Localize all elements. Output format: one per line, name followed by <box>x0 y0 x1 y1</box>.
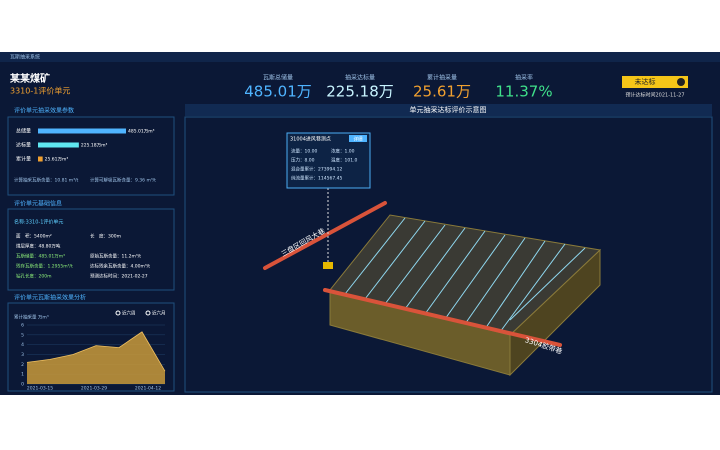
radio-label: 近六周 <box>122 310 136 317</box>
info-item: 钻孔长度：200m <box>16 273 51 280</box>
param-bars: 总储量 485.01万m³ 达标量 225.18万m³ 累计量 25.61万m³ <box>16 128 155 163</box>
kpi-value: 225.18万 <box>326 83 394 101</box>
kpi-value: 25.61万 <box>413 83 471 101</box>
kpi-value: 485.01万 <box>244 83 312 101</box>
bar-value: 485.01万m³ <box>128 129 155 135</box>
panels <box>7 116 713 393</box>
popup-field: 浓度：1.00 <box>331 148 355 155</box>
y-tick-label: 4 <box>21 342 24 348</box>
panel-title: 评价单元抽采效果参数 <box>14 107 74 115</box>
popup-fields: 流量：10.00 浓度：1.00 压力：8.00 温度：101.0 混合量累计：2739… <box>291 148 358 182</box>
unit-name: 3310-1评价单元 <box>10 86 70 96</box>
info-rows: 面 积：5400m² 长 度：300m 煤层厚度：48.80万吨瓦斯储量：485.0… <box>16 233 150 280</box>
y-tick-label: 3 <box>21 352 24 358</box>
scene <box>263 132 602 377</box>
panel-title: 评价单元瓦斯抽采效果分析 <box>14 294 86 302</box>
info-item: 长 度：300m <box>90 233 121 240</box>
kpi-label: 抽采达标量 <box>345 74 375 82</box>
bar-label: 累计量 <box>16 156 31 163</box>
param-footer: 计算抽采瓦斯含量：10.81 m³/t <box>14 177 79 184</box>
radio-label: 近六月 <box>152 310 166 317</box>
kpi-label: 抽采率 <box>515 74 533 82</box>
param-footer: 计算可解吸瓦斯含量：9.36 m³/t <box>90 177 156 184</box>
bar-label: 总储量 <box>16 128 31 135</box>
bar-value: 25.61万m³ <box>45 157 69 163</box>
status-text: 未达标 <box>635 77 656 86</box>
x-tick-label: 2021-03-15 <box>27 386 53 392</box>
bar <box>38 156 43 162</box>
line <box>26 331 166 372</box>
popup-field: 纯流量累计：114567.45 <box>291 175 342 182</box>
status-icon <box>677 78 685 86</box>
y-axis-label: 累计抽采量 万m³ <box>14 314 49 321</box>
app-bg <box>0 52 720 395</box>
info-item: 面 积：5400m² <box>16 233 52 240</box>
trend-chart: 累计抽采量 万m³ 近六周 近六月 0 1 2 3 4 5 6 2021-03-15 2021-03-… <box>14 310 166 392</box>
scene-title: 单元抽采达标评价示意图 <box>410 105 487 114</box>
bar-value: 225.18万m³ <box>81 143 108 149</box>
y-tick-label: 1 <box>21 372 24 378</box>
info-item: 瓦斯储量：485.01万m³ <box>16 253 65 260</box>
kpi-label: 瓦斯总储量 <box>263 74 293 82</box>
popup-title: 31004进风巷测点 <box>290 136 331 143</box>
kpi-value: 11.37% <box>495 83 552 101</box>
popup-field: 流量：10.00 <box>291 148 318 155</box>
kpi-label: 累计抽采量 <box>427 74 457 82</box>
topbar <box>0 52 720 62</box>
expected-date: 预计达标时间2021-11-27 <box>625 92 684 99</box>
panel-title: 评价单元基础信息 <box>14 200 62 208</box>
y-tick-label: 6 <box>21 323 24 329</box>
radio[interactable] <box>115 310 121 316</box>
bar <box>38 128 126 134</box>
x-tick-label: 2021-04-12 <box>135 386 161 392</box>
y-tick-label: 0 <box>21 382 24 388</box>
info-name: 名称:3310-1评价单元 <box>14 219 63 226</box>
x-tick-label: 2021-03-29 <box>81 386 107 392</box>
scene-title-bar <box>185 104 712 116</box>
info-item: 达标残余瓦斯含量：4.00m³/t <box>90 263 150 270</box>
area <box>27 331 165 384</box>
y-tick-label: 2 <box>21 362 24 368</box>
info-item: 原始瓦斯含量：11.2m³/t <box>90 253 141 260</box>
info-item: 残存瓦斯含量：1.2955m³/t <box>16 263 73 270</box>
popup-field: 混合量累计：273994.12 <box>291 166 342 173</box>
radio[interactable] <box>145 310 151 316</box>
y-tick-label: 5 <box>21 332 24 338</box>
popup-field: 温度：101.0 <box>331 157 358 164</box>
bar <box>38 142 79 148</box>
popup-field: 压力：8.00 <box>291 157 315 164</box>
bar-label: 达标量 <box>16 142 31 149</box>
mine-name: 某某煤矿 <box>10 72 50 85</box>
popup-button[interactable]: 详细 <box>354 136 363 143</box>
status-badge <box>622 76 688 88</box>
info-item: 煤层厚度：48.80万吨 <box>16 243 61 250</box>
topbar-title: 瓦斯抽采系统 <box>10 54 40 61</box>
info-item: 预测达标时间：2021-02-27 <box>90 273 148 280</box>
